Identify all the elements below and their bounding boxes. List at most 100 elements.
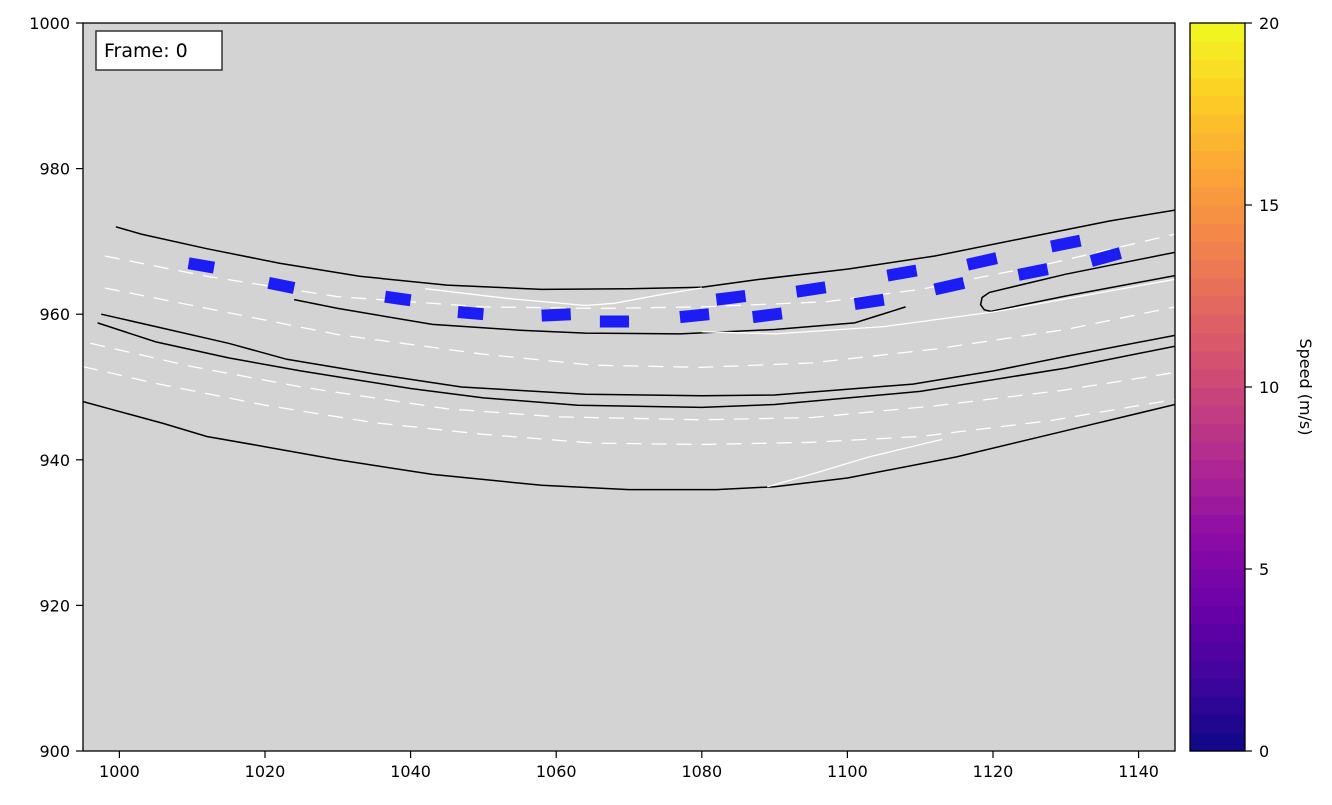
colorbar-band	[1190, 732, 1245, 752]
colorbar-band	[1190, 587, 1245, 606]
colorbar: 0 5 10 15 20 Speed (m/s)	[1189, 14, 1315, 761]
colorbar-band	[1190, 259, 1245, 279]
road-edge-line	[101, 313, 1175, 397]
road-edge-line	[979, 251, 1175, 313]
colorbar-band	[1190, 77, 1245, 97]
trajectory-segment	[457, 306, 484, 321]
y-tick-label: 1000	[29, 14, 70, 33]
road-edge-line	[83, 400, 1175, 491]
x-tick-label: 1120	[973, 762, 1014, 781]
trajectory-segment	[752, 307, 783, 324]
colorbar-band	[1190, 241, 1245, 261]
colorbar-band	[1190, 569, 1245, 588]
colorbar-band	[1190, 277, 1245, 297]
x-axis: 1000 1020 1040 1060 1080 1100 1120 1140	[99, 751, 1159, 781]
trajectory-segment	[187, 257, 216, 274]
plot-area	[82, 22, 1176, 752]
colorbar-band	[1190, 496, 1245, 515]
x-tick-label: 1100	[827, 762, 868, 781]
colorbar-tick-label: 5	[1259, 560, 1269, 579]
x-tick-label: 1000	[99, 762, 140, 781]
road-network	[83, 209, 1175, 491]
colorbar-band	[1190, 296, 1245, 315]
lane-marking-solid	[425, 287, 702, 307]
colorbar-band	[1190, 59, 1245, 79]
colorbar-band	[1190, 168, 1245, 188]
colorbar-tick-label: 0	[1259, 742, 1269, 761]
colorbar-band	[1190, 532, 1245, 552]
colorbar-band	[1190, 696, 1245, 716]
lane-divider-dashed	[104, 233, 1175, 310]
x-tick-label: 1140	[1118, 762, 1159, 781]
trajectory	[187, 234, 1122, 328]
colorbar-band	[1190, 660, 1245, 679]
lane-marking-solid	[701, 278, 1175, 335]
trajectory-segment	[679, 308, 710, 324]
y-tick-label: 920	[39, 596, 70, 615]
trajectory-segment	[853, 293, 885, 310]
colorbar-band	[1190, 41, 1245, 60]
trajectory-segment	[1050, 234, 1082, 253]
colorbar-band	[1190, 641, 1245, 661]
trajectory-segment	[886, 264, 918, 282]
frame-label: Frame: 0	[104, 40, 188, 62]
y-tick-label: 940	[39, 451, 70, 470]
colorbar-band	[1190, 332, 1245, 352]
colorbar-band	[1190, 150, 1245, 170]
y-tick-label: 980	[39, 160, 70, 179]
x-tick-label: 1020	[245, 762, 286, 781]
trajectory-segment	[1017, 263, 1049, 281]
trajectory-segment	[384, 290, 412, 307]
trajectory-segment	[795, 281, 827, 298]
colorbar-band	[1190, 678, 1245, 697]
colorbar-band	[1190, 23, 1245, 42]
colorbar-band	[1190, 478, 1245, 497]
colorbar-band	[1190, 114, 1245, 133]
trajectory-segment	[267, 277, 296, 294]
trajectory-segment	[1089, 247, 1122, 267]
colorbar-tick-label: 20	[1259, 14, 1279, 33]
axes-frame	[82, 22, 1176, 752]
y-tick-label: 960	[39, 305, 70, 324]
y-tick-label: 900	[39, 742, 70, 761]
lane-marking-solid	[767, 438, 943, 488]
colorbar-band	[1190, 550, 1245, 570]
x-tick-label: 1040	[390, 762, 431, 781]
colorbar-label: Speed (m/s)	[1296, 338, 1315, 435]
road-edge-line	[293, 298, 906, 335]
road-edge-line	[701, 209, 1175, 289]
colorbar-band	[1190, 223, 1245, 242]
colorbar-band	[1190, 405, 1245, 424]
colorbar-band	[1190, 605, 1245, 625]
trajectory-segment	[966, 252, 998, 271]
road-edge-line	[97, 322, 1175, 409]
axes-background	[83, 23, 1175, 751]
colorbar-gradient	[1190, 23, 1245, 752]
colorbar-band	[1190, 314, 1245, 333]
colorbar-band	[1190, 186, 1245, 206]
colorbar-ticks: 0 5 10 15 20	[1245, 14, 1279, 761]
frame-label-box: Frame: 0	[95, 30, 223, 71]
lane-divider-dashed	[90, 342, 1175, 421]
colorbar-band	[1190, 459, 1245, 479]
trajectory-segment	[715, 290, 747, 306]
lane-divider-dashed	[83, 365, 1175, 446]
colorbar-band	[1190, 368, 1245, 388]
colorbar-tick-label: 15	[1259, 196, 1279, 215]
colorbar-band	[1190, 714, 1245, 734]
road-edge-line	[115, 226, 702, 291]
trajectory-segment	[933, 277, 966, 296]
x-tick-label: 1080	[681, 762, 722, 781]
colorbar-band	[1190, 623, 1245, 643]
y-axis: 900 920 940 960 980 1000	[29, 14, 83, 761]
colorbar-band	[1190, 441, 1245, 461]
colorbar-band	[1190, 423, 1245, 443]
colorbar-band	[1190, 205, 1245, 224]
trajectory-segment	[541, 308, 572, 322]
colorbar-band	[1190, 514, 1245, 534]
colorbar-band	[1190, 350, 1245, 370]
colorbar-band	[1190, 132, 1245, 151]
lane-divider-dashed	[104, 287, 1175, 368]
colorbar-band	[1190, 95, 1245, 115]
